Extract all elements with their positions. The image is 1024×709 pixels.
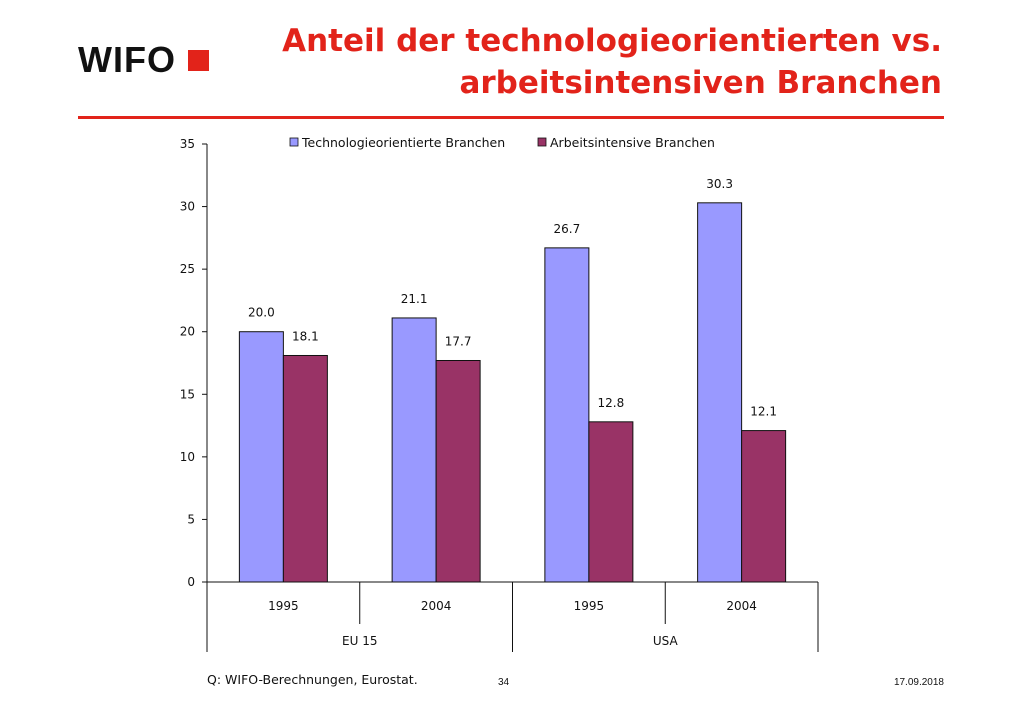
x-group-label: EU 15 [342, 634, 377, 648]
y-tick-label: 5 [187, 512, 195, 526]
slide-date: 17.09.2018 [893, 677, 944, 688]
y-tick-label: 35 [180, 137, 195, 151]
x-tick-label: 1995 [268, 599, 299, 613]
data-label: 30.3 [706, 177, 733, 191]
bar-arbeitsintensiv [588, 421, 634, 583]
data-label: 21.1 [401, 292, 428, 306]
legend-swatch [537, 137, 547, 147]
legend-label: Technologieorientierte Branchen [301, 135, 505, 150]
legend-label: Arbeitsintensive Branchen [550, 135, 715, 150]
bar-technologieorientiert [238, 331, 284, 583]
logo-text: WIFO [78, 39, 176, 80]
logo-square-icon [187, 49, 209, 71]
source-note: Q: WIFO-Berechnungen, Eurostat. [207, 672, 418, 687]
data-label: 12.8 [598, 396, 625, 410]
bar-arbeitsintensiv [741, 430, 787, 583]
y-tick-label: 30 [180, 200, 195, 214]
page-number: 34 [498, 677, 510, 688]
bar-technologieorientiert [544, 247, 590, 583]
y-tick-label: 20 [180, 325, 195, 339]
bar-arbeitsintensiv [435, 359, 481, 583]
y-tick-label: 15 [180, 387, 195, 401]
title-divider [78, 116, 944, 119]
bar-technologieorientiert [697, 202, 743, 583]
y-tick-label: 0 [187, 575, 195, 589]
y-tick-label: 25 [180, 262, 195, 276]
data-label: 20.0 [248, 306, 275, 320]
data-label: 26.7 [554, 222, 581, 236]
bar-technologieorientiert [391, 317, 437, 583]
x-tick-label: 2004 [421, 599, 452, 613]
x-group-label: USA [653, 634, 679, 648]
legend-swatch [289, 137, 299, 147]
wifo-logo: WIFO [78, 39, 209, 80]
x-tick-label: 1995 [574, 599, 605, 613]
data-label: 12.1 [750, 405, 777, 419]
data-label: 17.7 [445, 334, 472, 348]
y-tick-label: 10 [180, 450, 195, 464]
x-tick-label: 2004 [726, 599, 757, 613]
bar-arbeitsintensiv [282, 354, 328, 583]
slide-title: Anteil der technologieorientierten vs. a… [282, 23, 942, 101]
data-label: 18.1 [292, 329, 319, 343]
